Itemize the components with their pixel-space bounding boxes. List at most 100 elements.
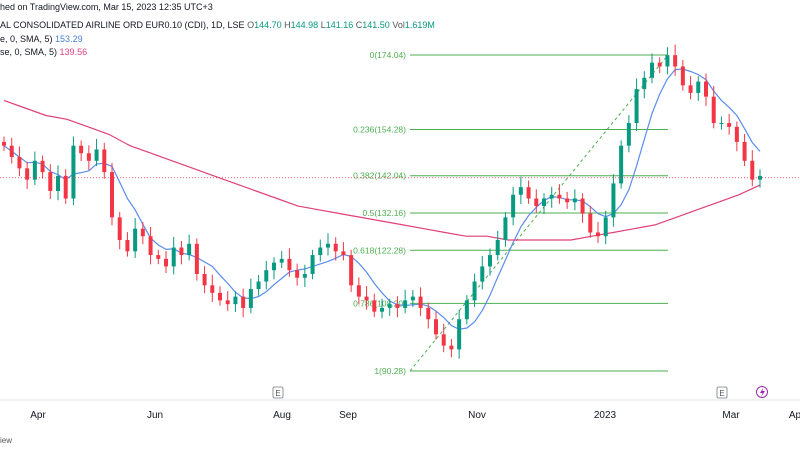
candle-body [395, 304, 400, 308]
candle-body [642, 77, 647, 90]
published-text: hed on TradingView.com, Mar 15, 2023 12:… [0, 2, 213, 12]
candle-body [333, 243, 338, 252]
candle-body [410, 296, 415, 301]
candle-body [117, 217, 122, 241]
brand-text: iew [0, 436, 13, 445]
candle-body [464, 300, 469, 320]
candle-body [665, 55, 670, 67]
candle-body [434, 319, 438, 335]
time-axis-tick-label: Apr [30, 410, 46, 421]
candle-body [418, 296, 423, 308]
sma-slow-label: se, 0, SMA, 5) [0, 47, 58, 57]
volume-label: Vol [392, 20, 405, 30]
earnings-marker-box [716, 386, 728, 399]
candle-body [125, 240, 130, 252]
candle-body [495, 240, 500, 256]
candle-body [210, 285, 215, 293]
candle-body [403, 300, 408, 308]
candle-body [557, 194, 562, 199]
candle-body [542, 198, 546, 207]
sma-fast-label: e, 0, SMA, 5) [0, 34, 53, 44]
candle-body [626, 123, 631, 146]
candle-body [148, 236, 153, 256]
candle-body [310, 255, 315, 274]
candle-body [680, 66, 685, 86]
candle-body [25, 168, 30, 180]
published-line: hed on TradingView.com, Mar 15, 2023 12:… [0, 2, 213, 12]
candle-body [295, 270, 300, 278]
candle-body [657, 62, 662, 67]
candle-body [457, 319, 462, 350]
candle-body [248, 289, 253, 308]
candle-body [511, 194, 516, 218]
time-axis-tick-label: Mar [722, 410, 740, 421]
fib-level-label: 0.382(142.04) [353, 171, 406, 181]
time-axis: Apr Jun Aug Sep Nov 2023 Mar Ap [30, 410, 800, 421]
candle-body [326, 243, 330, 248]
candle-body [187, 243, 192, 256]
candle-body [711, 96, 716, 124]
fibonacci-retracement[interactable]: 0(174.04) 0.236(154.28) 0.382(142.04) 0.5(1… [353, 50, 669, 376]
candle-body [380, 307, 384, 312]
candle-body [63, 175, 68, 199]
candle-body [696, 81, 701, 93]
candle-body [503, 217, 508, 241]
candle-body [272, 262, 276, 271]
sma-fast-value: 153.29 [55, 34, 83, 44]
candle-body [426, 307, 431, 320]
low-label: L [320, 20, 326, 30]
candle-body [719, 123, 724, 125]
candle-body [279, 258, 284, 263]
time-axis-tick-label: Jun [147, 410, 163, 421]
candle-body [225, 300, 230, 305]
volume-value: 1.619M [404, 20, 435, 30]
candle-body [171, 247, 176, 267]
candle-body [688, 85, 693, 93]
candle-body [572, 198, 577, 203]
time-axis-tick-label: Aug [273, 410, 291, 421]
candle-body [256, 281, 261, 290]
candle-body [17, 157, 22, 169]
open-value: 144.70 [254, 20, 282, 30]
candle-body [56, 175, 60, 191]
sma-fast-legend[interactable]: e, 0, SMA, 5) 153.29 [0, 34, 83, 44]
candle-body [565, 198, 570, 203]
candle-body [596, 232, 600, 237]
candle-body [364, 296, 369, 301]
candle-body [318, 247, 323, 256]
fib-trend-line [409, 54, 669, 372]
candle-body [449, 345, 454, 350]
candle-body [2, 141, 6, 146]
candlesticks [2, 44, 762, 359]
open-label: O [247, 20, 255, 30]
candle-body [202, 273, 207, 286]
candle-body [634, 89, 639, 124]
candle-body [603, 217, 608, 237]
candle-body [734, 126, 739, 142]
candle-body [704, 81, 708, 97]
high-value: 144.98 [290, 20, 319, 30]
candle-body [341, 251, 346, 256]
fib-level-label: 0.618(122.28) [353, 245, 406, 255]
candle-body [264, 270, 269, 282]
symbol-name: AL CONSOLIDATED AIRLINE ORD EUR0.10 (CDI… [0, 20, 245, 30]
sma-slow-legend[interactable]: se, 0, SMA, 5) 139.56 [0, 47, 87, 57]
candle-body [673, 55, 678, 67]
candle-body [241, 296, 246, 308]
candle-body [164, 258, 168, 267]
candle-body [356, 285, 361, 297]
candle-body [71, 145, 76, 199]
candle-body [133, 228, 138, 252]
brand-watermark: iew [0, 436, 12, 445]
candle-body [287, 258, 292, 271]
earnings-marker-box [272, 386, 284, 399]
high-label: H [284, 20, 291, 30]
candle-body [94, 149, 99, 161]
earnings-marker-label: E [275, 389, 280, 398]
candle-body [472, 281, 477, 301]
candle-body [349, 255, 354, 286]
candle-body [588, 213, 593, 233]
candle-body [102, 149, 107, 173]
